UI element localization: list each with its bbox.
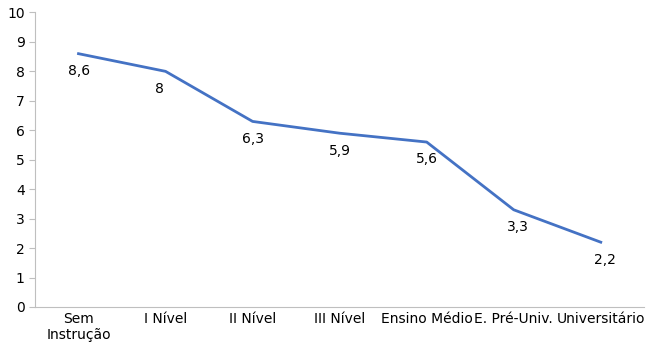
Text: 5,9: 5,9 [330, 143, 351, 157]
Text: 2,2: 2,2 [594, 253, 616, 267]
Text: 8: 8 [155, 82, 164, 96]
Text: 3,3: 3,3 [507, 220, 529, 234]
Text: 8,6: 8,6 [68, 64, 90, 78]
Text: 6,3: 6,3 [242, 132, 264, 146]
Text: 5,6: 5,6 [416, 153, 438, 166]
